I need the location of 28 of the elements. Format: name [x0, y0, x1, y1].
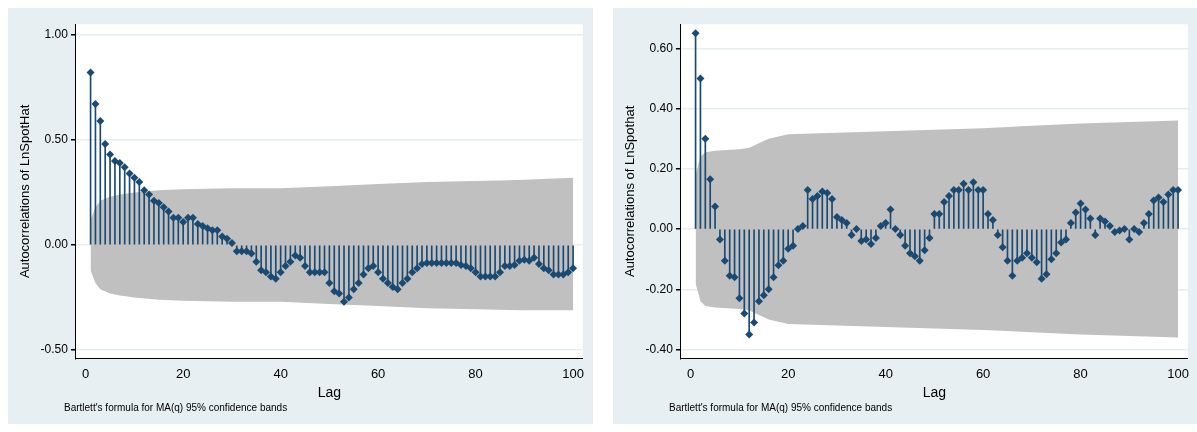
x-tick-label: 0	[82, 365, 90, 381]
x-tick-label: 40	[878, 365, 893, 381]
x-axis-title: Lag	[317, 384, 342, 401]
x-tick-label: 80	[1073, 365, 1088, 381]
y-tick-label: 0.00	[44, 237, 69, 252]
y-tick-label: 0.50	[44, 132, 69, 147]
x-tick-label: 100	[1167, 365, 1189, 381]
x-axis-title: Lag	[922, 384, 947, 401]
y-tick-label: 0.00	[649, 221, 674, 236]
y-tick-label: -0.40	[645, 341, 674, 356]
x-tick-label: 60	[370, 365, 386, 381]
y-tick-label: 0.60	[649, 40, 674, 55]
x-tick-label: 20	[780, 365, 796, 381]
text: Bartlett's formula for MA(q) 95% confidence bands	[669, 402, 894, 413]
y-tick-label: 0.40	[649, 100, 674, 115]
x-tick-label: 0	[687, 365, 695, 381]
text: Bartlett's formula for MA(q) 95% confidence bands	[64, 402, 289, 413]
y-tick-label: -0.50	[40, 342, 69, 357]
y-tick-label: 1.00	[44, 27, 69, 42]
y-axis-title: Autocorrelations of LnSpothat	[622, 105, 638, 278]
x-tick-label: 60	[975, 365, 991, 381]
x-tick-label: 80	[468, 365, 483, 381]
x-tick-label: 40	[273, 365, 288, 381]
y-tick-label: -0.20	[645, 281, 674, 296]
x-tick-label: 20	[175, 365, 191, 381]
y-axis-title: Autocorrelations of LnSpotHat	[17, 104, 33, 279]
y-tick-label: 0.20	[649, 161, 674, 176]
x-tick-label: 100	[562, 365, 584, 381]
